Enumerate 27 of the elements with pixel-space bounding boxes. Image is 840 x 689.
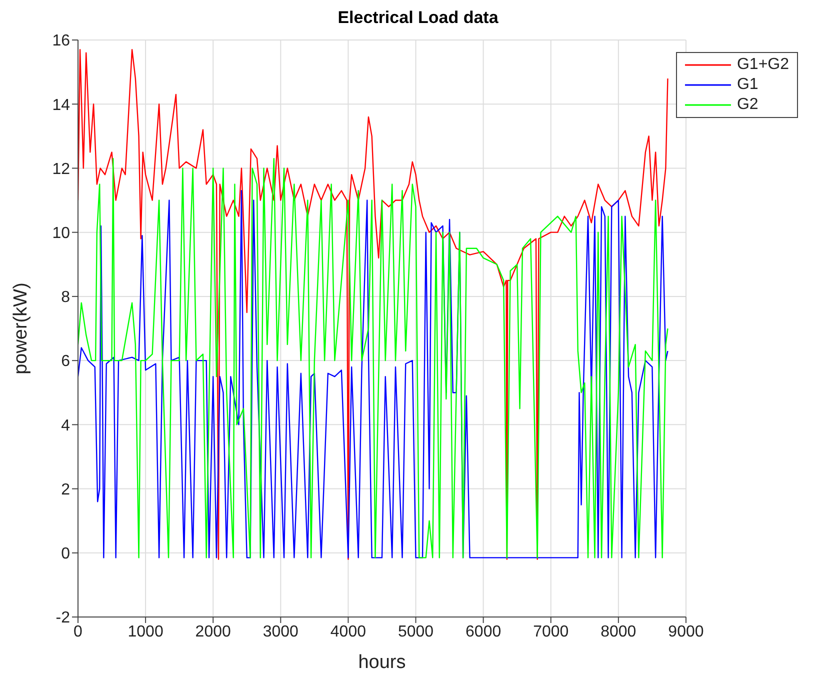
x-tick-label: 0 xyxy=(74,623,83,640)
legend-label: G2 xyxy=(736,95,758,115)
x-tick-label: 3000 xyxy=(262,623,299,640)
y-tick-label: -2 xyxy=(56,610,70,627)
x-tick-label: 5000 xyxy=(398,623,434,640)
y-tick-label: 14 xyxy=(52,96,70,114)
y-axis-title: power(kW) xyxy=(10,282,32,374)
x-tick-label: 4000 xyxy=(330,623,366,640)
x-axis-title: hours xyxy=(358,652,406,673)
x-tick-label: 9000 xyxy=(668,623,704,640)
x-tick-label: 1000 xyxy=(128,623,164,640)
y-tick-label: 8 xyxy=(61,289,70,306)
x-tick-label: 7000 xyxy=(533,623,569,640)
line-series xyxy=(78,49,668,560)
y-tick-label: 10 xyxy=(52,225,70,242)
x-tick-label: 6000 xyxy=(466,623,502,640)
y-tick-label: 6 xyxy=(61,353,70,370)
y-tick-label: 16 xyxy=(52,32,70,50)
x-tick-label: 2000 xyxy=(195,623,232,640)
chart-title: Electrical Load data xyxy=(336,8,500,29)
y-tick-label: 4 xyxy=(61,417,70,434)
y-tick-label: 12 xyxy=(52,160,70,178)
legend-label: G1+G2 xyxy=(736,55,789,75)
y-tick-label: 2 xyxy=(61,481,70,498)
x-tick-label: 8000 xyxy=(600,623,636,640)
legend-label: G1 xyxy=(736,75,758,95)
y-tick-label: 0 xyxy=(61,546,70,563)
